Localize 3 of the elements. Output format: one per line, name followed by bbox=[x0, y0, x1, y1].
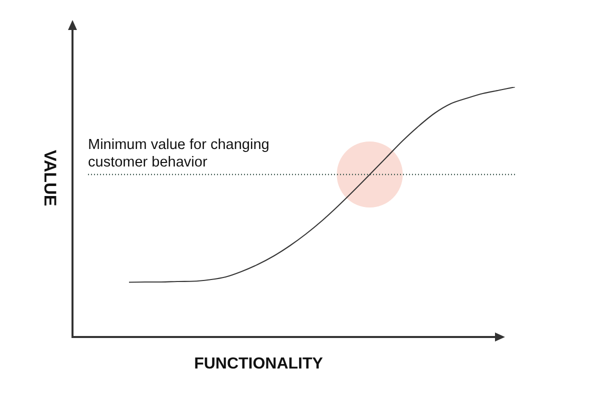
ref-line-label: Minimum value for changing customer behavior bbox=[88, 137, 270, 170]
y-axis-title: VALUE bbox=[40, 150, 60, 206]
x-axis-title: FUNCTIONALITY bbox=[194, 356, 324, 372]
